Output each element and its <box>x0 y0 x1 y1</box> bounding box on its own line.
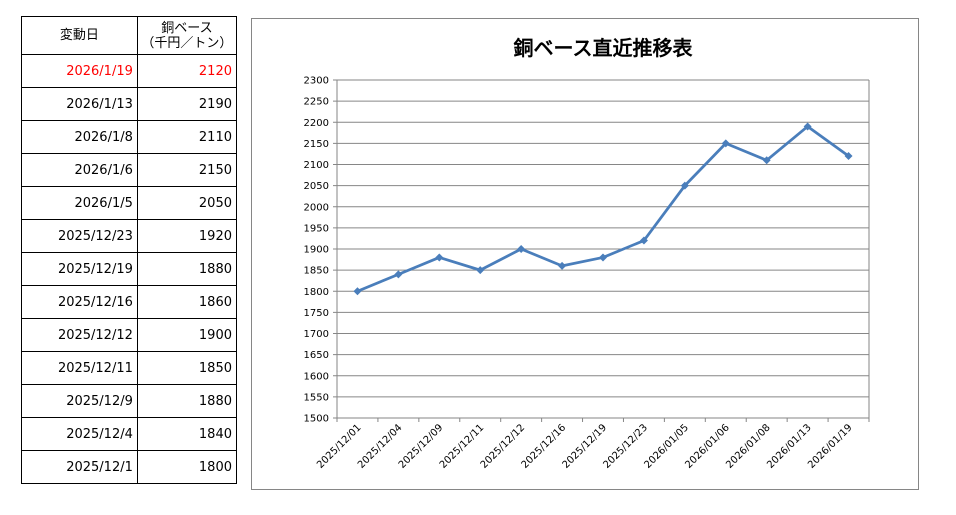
y-tick-label: 2050 <box>304 181 329 192</box>
data-point <box>803 122 812 131</box>
cell-price: 1840 <box>136 417 238 451</box>
y-tick-label: 1550 <box>304 392 329 403</box>
y-tick-label: 1750 <box>304 308 329 319</box>
cell-price: 2150 <box>136 153 238 187</box>
y-tick-label: 1800 <box>304 287 329 298</box>
data-point <box>353 287 362 296</box>
y-tick-label: 2200 <box>304 118 329 129</box>
table-header-row: 変動日 銅ベース （千円／トン） <box>21 16 238 55</box>
table-row: 2025/12/1 1800 <box>21 450 238 484</box>
data-point <box>680 181 689 190</box>
cell-date: 2026/1/6 <box>21 153 138 187</box>
cell-price: 1860 <box>136 285 238 319</box>
y-tick-label: 2150 <box>304 139 329 150</box>
data-point <box>762 156 771 165</box>
table-row: 2025/12/11 1850 <box>21 351 238 385</box>
table-row: 2025/12/19 1880 <box>21 252 238 286</box>
cell-date: 2025/12/12 <box>21 318 138 352</box>
y-tick-label: 2000 <box>304 202 329 213</box>
cell-price: 1800 <box>136 450 238 484</box>
table-row: 2025/12/23 1920 <box>21 219 238 253</box>
data-point <box>476 266 485 275</box>
cell-date: 2025/12/9 <box>21 384 138 418</box>
cell-date: 2026/1/13 <box>21 87 138 121</box>
column-header-price-line2: （千円／トン） <box>141 35 233 51</box>
data-point <box>558 261 567 270</box>
x-tick-label: 2026/01/19 <box>806 422 855 471</box>
data-point <box>844 152 853 161</box>
cell-price: 1880 <box>136 384 238 418</box>
cell-date: 2025/12/19 <box>21 252 138 286</box>
table-row: 2025/12/4 1840 <box>21 417 238 451</box>
data-point <box>721 139 730 148</box>
column-header-price-line1: 銅ベース <box>161 20 213 36</box>
table-row: 2025/12/12 1900 <box>21 318 238 352</box>
cell-price: 2120 <box>136 54 238 88</box>
cell-date: 2025/12/23 <box>21 219 138 253</box>
cell-price: 2190 <box>136 87 238 121</box>
table-row: 2026/1/13 2190 <box>21 87 238 121</box>
y-tick-label: 2100 <box>304 160 329 171</box>
y-tick-label: 1500 <box>304 414 329 425</box>
cell-date: 2025/12/1 <box>21 450 138 484</box>
y-tick-label: 1650 <box>304 350 329 361</box>
table-row: 2025/12/9 1880 <box>21 384 238 418</box>
cell-price: 2110 <box>136 120 238 154</box>
chart-title: 銅ベース直近推移表 <box>514 36 694 60</box>
column-header-date: 変動日 <box>21 16 138 55</box>
y-tick-label: 1700 <box>304 329 329 340</box>
cell-date: 2025/12/16 <box>21 285 138 319</box>
y-tick-label: 1600 <box>304 371 329 382</box>
table-row: 2026/1/5 2050 <box>21 186 238 220</box>
cell-date: 2026/1/19 <box>21 54 138 88</box>
table-row: 2025/12/16 1860 <box>21 285 238 319</box>
y-tick-label: 1850 <box>304 266 329 277</box>
column-header-price: 銅ベース （千円／トン） <box>136 16 238 55</box>
y-tick-label: 1950 <box>304 223 329 234</box>
y-tick-label: 2250 <box>304 97 329 108</box>
line-chart: 銅ベース直近推移表 1500 1550 1600 1650 1700 1750 1800 185… <box>304 36 870 471</box>
cell-price: 1850 <box>136 351 238 385</box>
table-row: 2026/1/6 2150 <box>21 153 238 187</box>
y-tick-label: 2300 <box>304 76 329 87</box>
table-row: 2026/1/8 2110 <box>21 120 238 154</box>
data-point <box>435 253 444 262</box>
data-point <box>394 270 403 279</box>
cell-date: 2025/12/4 <box>21 417 138 451</box>
series-line <box>356 125 850 293</box>
data-point <box>639 236 648 245</box>
cell-price: 1920 <box>136 219 238 253</box>
cell-price: 2050 <box>136 186 238 220</box>
data-point <box>517 245 526 253</box>
table-row: 2026/1/19 2120 <box>21 54 238 88</box>
cell-price: 1900 <box>136 318 238 352</box>
cell-date: 2026/1/5 <box>21 186 138 220</box>
cell-date: 2026/1/8 <box>21 120 138 154</box>
cell-date: 2025/12/11 <box>21 351 138 385</box>
copper-price-table: 変動日 銅ベース （千円／トン） 2026/1/19 2120 2026/1/13 2… <box>21 16 238 484</box>
chart-panel: 銅ベース直近推移表 1500 1550 1600 1650 1700 1750 1800 185… <box>251 18 919 490</box>
cell-price: 1880 <box>136 252 238 286</box>
y-tick-label: 1900 <box>304 245 329 256</box>
data-point <box>599 253 607 262</box>
